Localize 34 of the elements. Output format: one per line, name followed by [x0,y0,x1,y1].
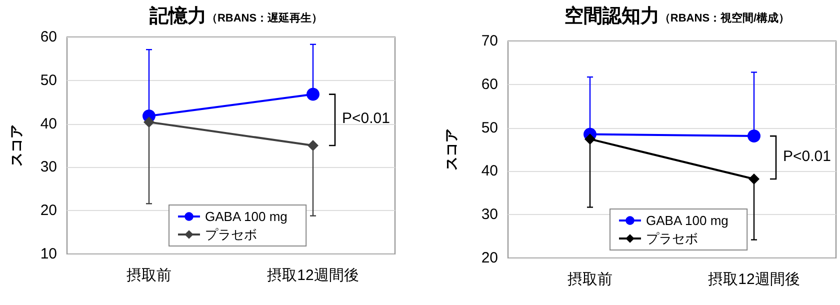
x-tick-label: 摂取前 [568,271,612,288]
legend-label: GABA 100 mg [646,213,728,228]
x-tick-label: 摂取前 [126,267,172,284]
point [748,174,760,185]
y-tick-label: 20 [481,250,498,266]
point [306,88,320,101]
point [748,130,760,143]
annotation: P<0.01 [783,148,831,165]
y-tick-label: 40 [40,115,57,132]
x-tick-label: 摂取12週間後 [267,267,359,284]
y-tick-label: 70 [481,32,498,50]
y-tick-label: 30 [40,158,57,176]
point [308,140,318,151]
x-tick-label: 摂取12週間後 [708,271,800,288]
y-tick-label: 60 [481,76,498,93]
point [584,134,596,145]
annotation: P<0.01 [342,110,390,127]
legend-label: プラセボ [205,227,257,242]
y-tick-label: 50 [481,119,498,136]
chart-subtitle: （RBANS：視空間/構成） [659,12,790,24]
y-tick-label: 10 [40,246,57,262]
y-axis-title: スコア [443,128,459,170]
y-tick-label: 20 [40,202,57,220]
y-axis-title: スコア [8,124,24,166]
chart-title: 記憶力 [148,5,206,27]
y-tick-label: 50 [40,72,57,89]
chart-subtitle: （RBANS：遅延再生） [206,12,323,24]
chart-title: 空間認知力 [564,5,660,27]
y-tick-label: 30 [481,206,498,224]
y-tick-label: 40 [481,162,498,180]
legend-label: プラセボ [646,231,698,246]
y-tick-label: 60 [40,28,57,46]
legend-label: GABA 100 mg [205,209,288,224]
point [144,116,154,128]
